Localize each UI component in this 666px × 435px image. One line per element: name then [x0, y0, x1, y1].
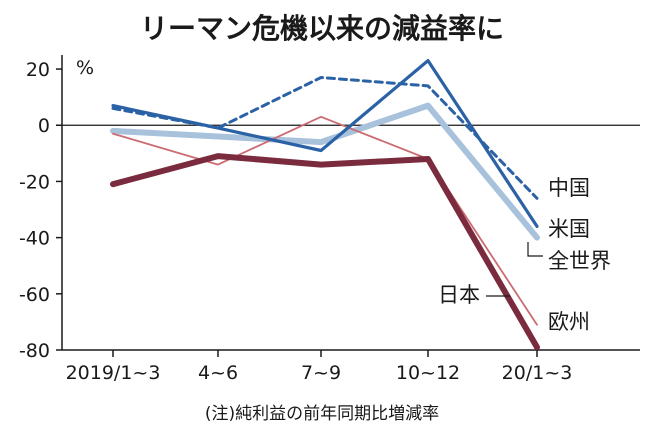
series-line-2	[110, 102, 540, 241]
x-tick-label: 20/1~3	[502, 362, 573, 384]
chart-title: リーマン危機以来の減益率に	[140, 12, 504, 45]
x-ticks: 2019/1~3 4~6 7~9 10~12 20/1~3	[66, 350, 573, 384]
y-tick-label: 0	[38, 115, 50, 137]
series-label-4: 欧州	[548, 310, 590, 334]
x-tick-label: 10~12	[396, 362, 460, 384]
leader-line-world	[527, 242, 543, 257]
y-ticks: 20 0 -20 -40 -60 -80	[19, 59, 62, 362]
y-unit-label: %	[76, 57, 94, 79]
x-tick-label: 2019/1~3	[66, 362, 161, 384]
chart-note: (注)純利益の前年同期比増減率	[205, 404, 439, 424]
series-line-4	[112, 115, 538, 326]
series-line-3	[110, 153, 540, 351]
y-tick-label: -20	[19, 171, 50, 193]
series-line-0	[111, 76, 539, 200]
series-label-3: 日本	[438, 283, 480, 307]
series-label-1: 米国	[548, 217, 590, 241]
series-label-0: 中国	[548, 176, 590, 200]
series-label-2: 全世界	[548, 249, 611, 273]
x-tick-label: 7~9	[301, 362, 341, 384]
x-tick-label: 4~6	[198, 362, 238, 384]
y-tick-label: 20	[26, 59, 50, 81]
y-tick-label: -40	[19, 228, 50, 250]
series-lines	[110, 58, 540, 351]
y-tick-label: -60	[19, 284, 50, 306]
y-tick-label: -80	[19, 340, 50, 362]
